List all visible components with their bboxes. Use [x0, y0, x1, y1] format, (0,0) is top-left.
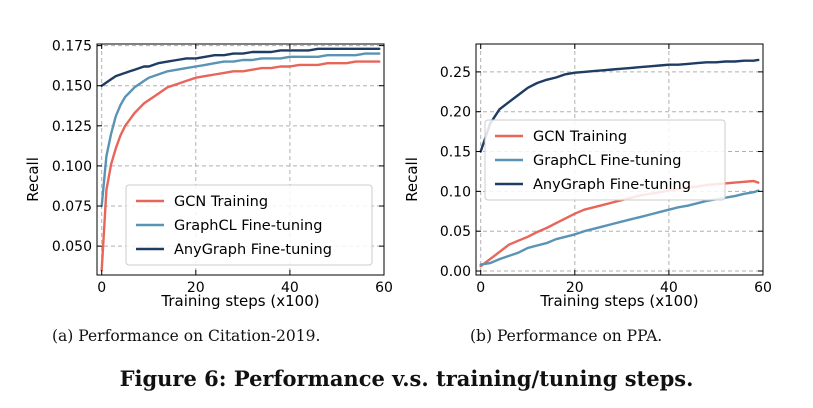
chart-b-ticks: 0 20 40 60 0.00 0.05 0.10 0.15 0.20 0.25	[440, 44, 772, 296]
chart-b-series-line-anygraph	[479, 58, 760, 153]
chart-a-y-axis-label: Recall	[24, 157, 42, 202]
chart-a-series-line-graphcl	[100, 52, 381, 208]
chart-b-caption: (b) Performance on PPA.	[470, 327, 663, 345]
chart-a-x-tick-label: 0	[97, 280, 106, 296]
chart-b-legend-label: AnyGraph Fine-tuning	[533, 177, 691, 193]
chart-b-x-tick-label: 20	[566, 280, 584, 296]
chart-a-plot-frame	[96, 43, 385, 276]
chart-a-x-tick-label: 20	[187, 280, 205, 296]
chart-a-caption: (a) Performance on Citation-2019.	[52, 327, 321, 345]
chart-a-legend-box	[125, 184, 373, 266]
chart-b-legend-label: GraphCL Fine-tuning	[533, 153, 681, 169]
chart-a-legend-label: AnyGraph Fine-tuning	[174, 242, 332, 258]
chart-b-y-axis-label: Recall	[403, 157, 421, 202]
chart-a-x-tick-label: 60	[375, 280, 393, 296]
chart-a-series-line-gcn	[100, 60, 381, 272]
chart-b-y-tick-label: 0.20	[440, 105, 471, 121]
chart-b-legend: GCN Training GraphCL Fine-tuning AnyGraph …	[484, 119, 726, 201]
chart-a-y-tick-label: 0.150	[52, 79, 92, 95]
chart-b-x-axis-label: Training steps (x100)	[539, 292, 698, 310]
chart-b-x-tick-label: 40	[660, 280, 678, 296]
chart-a-ticks: 0 20 40 60 0.050 0.075 0.100 0.125 0.150 0.175	[52, 39, 393, 296]
chart-a-y-tick-label: 0.050	[52, 239, 92, 255]
chart-b-y-tick-label: 0.00	[440, 264, 471, 280]
chart-a-y-tick-label: 0.175	[52, 39, 92, 55]
chart-b-y-tick-label: 0.10	[440, 184, 471, 200]
chart-a-series-lines	[100, 47, 381, 272]
chart-b-plot-frame	[475, 43, 764, 276]
chart-a-y-tick-label: 0.100	[52, 159, 92, 175]
chart-a-y-tick-label: 0.125	[52, 119, 92, 135]
chart-b-x-tick-label: 60	[754, 280, 772, 296]
chart-b-y-tick-label: 0.25	[440, 65, 471, 81]
chart-a-x-tick-label: 40	[281, 280, 299, 296]
figure-caption: Figure 6: Performance v.s. training/tuni…	[119, 366, 694, 391]
chart-a-y-tick-label: 0.075	[52, 199, 92, 215]
chart-a: 0 20 40 60 0.050 0.075 0.100 0.125 0.150 0.175 Tr…	[24, 39, 393, 310]
chart-b: 0 20 40 60 0.00 0.05 0.10 0.15 0.20 0.25 Training…	[403, 43, 772, 310]
chart-a-x-axis-label: Training steps (x100)	[160, 292, 319, 310]
chart-b-y-tick-label: 0.15	[440, 145, 471, 161]
chart-a-legend: GCN Training GraphCL Fine-tuning AnyGraph …	[125, 184, 373, 266]
chart-b-legend-label: GCN Training	[533, 129, 627, 145]
chart-b-legend-box	[484, 119, 726, 201]
chart-b-x-tick-label: 0	[476, 280, 485, 296]
chart-b-y-tick-label: 0.05	[440, 224, 471, 240]
chart-a-legend-label: GCN Training	[174, 194, 268, 210]
chart-a-series-line-anygraph	[100, 47, 381, 87]
chart-a-legend-label: GraphCL Fine-tuning	[174, 218, 322, 234]
